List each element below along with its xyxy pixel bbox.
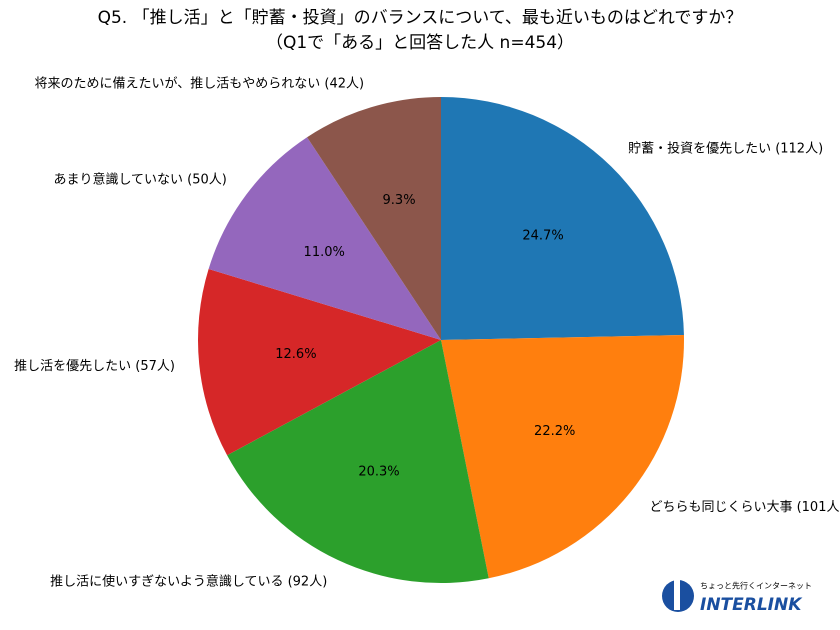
logo-name: INTERLINK bbox=[700, 595, 803, 615]
slice-label: 貯蓄・投資を優先したい (112人) bbox=[628, 141, 823, 157]
slice-label: あまり意識していない (50人) bbox=[53, 171, 226, 187]
value-label: 20.3% bbox=[358, 464, 399, 479]
pie-slice bbox=[441, 335, 685, 579]
pie-slice bbox=[208, 137, 441, 340]
logo-icon-bar bbox=[674, 580, 680, 610]
value-label: 12.6% bbox=[275, 347, 316, 362]
logo: ちょっと先行くインターネット INTERLINK bbox=[662, 580, 812, 615]
value-label: 9.3% bbox=[383, 193, 416, 208]
pie-slice bbox=[197, 268, 441, 456]
slice-label: 将来のために備えたいが、推し活もやめられない (42人) bbox=[35, 76, 365, 92]
logo-tagline: ちょっと先行くインターネット bbox=[700, 581, 812, 591]
chart-subtitle: （Q1で「ある」と回答した人 n=454） bbox=[266, 33, 574, 53]
slice-label: 推し活に使いすぎないよう意識している (92人) bbox=[50, 573, 327, 589]
value-label: 24.7% bbox=[522, 228, 563, 243]
slice-label: どちらも同じくらい大事 (101人) bbox=[649, 500, 840, 515]
pie-slice bbox=[441, 97, 684, 340]
slice-label: 推し活を優先したい (57人) bbox=[14, 359, 175, 374]
value-label: 22.2% bbox=[534, 424, 575, 439]
pie-slice bbox=[307, 97, 441, 340]
pie-slice bbox=[227, 340, 489, 583]
value-label: 11.0% bbox=[304, 245, 345, 260]
chart-title: Q5. 「推し活」と「貯蓄・投資」のバランスについて、最も近いものはどれですか？ bbox=[98, 8, 743, 28]
